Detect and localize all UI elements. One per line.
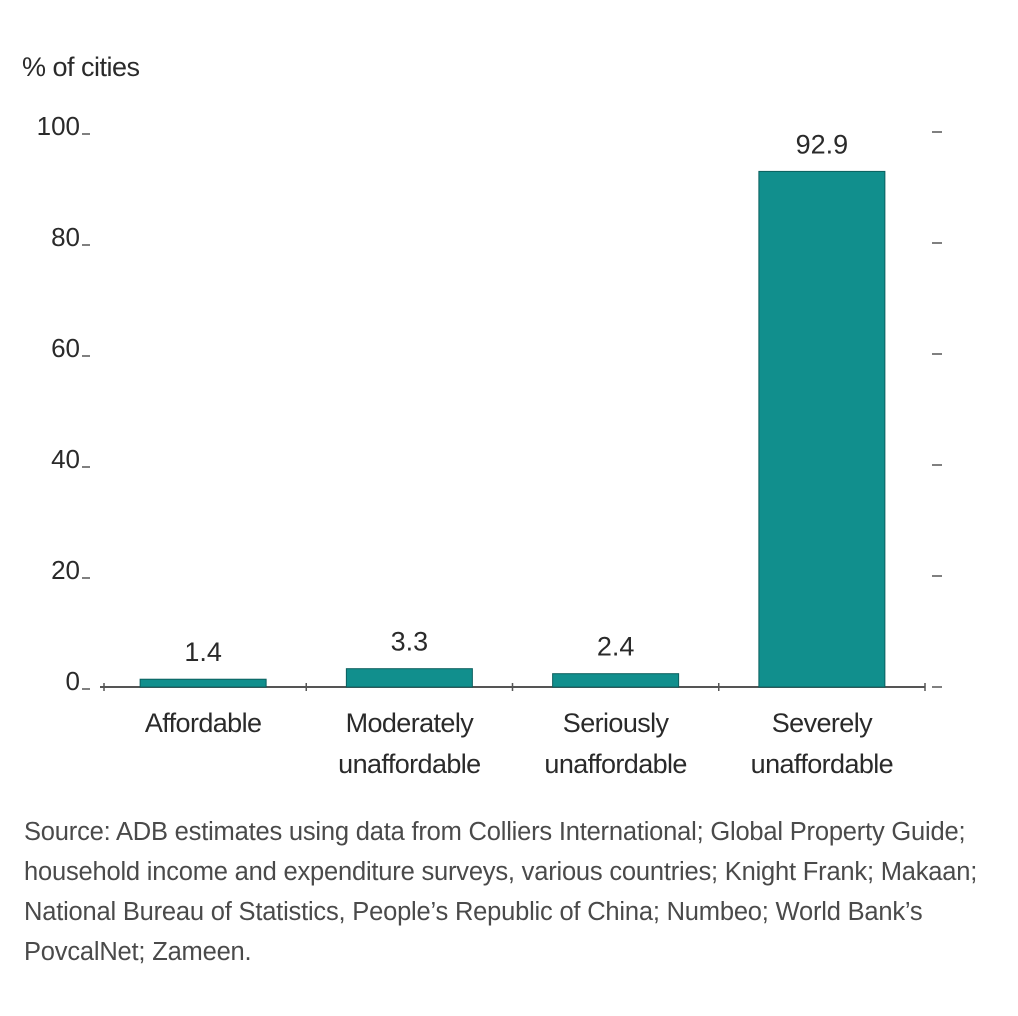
x-category-label: unaffordable <box>751 749 893 779</box>
y-tick-label: 80 <box>51 222 80 252</box>
y-tick-label: 60 <box>51 333 80 363</box>
axes: 0 20 40 60 80 100 <box>37 111 942 696</box>
bar-value-label: 2.4 <box>597 632 635 662</box>
x-category-label: unaffordable <box>338 749 480 779</box>
y-tick-label: 40 <box>51 444 80 474</box>
y-axis-label: % of cities <box>22 52 140 82</box>
x-category-label: unaffordable <box>544 749 686 779</box>
x-category-label: Seriously <box>563 708 670 738</box>
source-note: Source: ADB estimates using data from Co… <box>24 818 978 966</box>
bar <box>139 678 267 688</box>
bar-value-label: 3.3 <box>391 627 429 657</box>
bar <box>552 673 680 688</box>
bar <box>345 668 473 688</box>
x-category-label: Moderately <box>346 708 475 738</box>
bar-value-label: 92.9 <box>796 129 849 159</box>
bar-chart: 0 20 40 60 80 100 1.4 Affordable 3.3 Moderately u… <box>37 111 942 779</box>
x-category-label: Severely <box>772 708 873 738</box>
bar <box>758 170 886 688</box>
bar-value-label: 1.4 <box>184 637 222 667</box>
x-category-label: Affordable <box>145 708 262 738</box>
y-tick-label: 100 <box>37 111 80 141</box>
labels: 1.4 Affordable 3.3 Moderately unaffordable 2.… <box>145 129 894 779</box>
y-tick-label: 0 <box>66 666 80 696</box>
y-tick-label: 20 <box>51 555 80 585</box>
bars <box>139 170 886 688</box>
